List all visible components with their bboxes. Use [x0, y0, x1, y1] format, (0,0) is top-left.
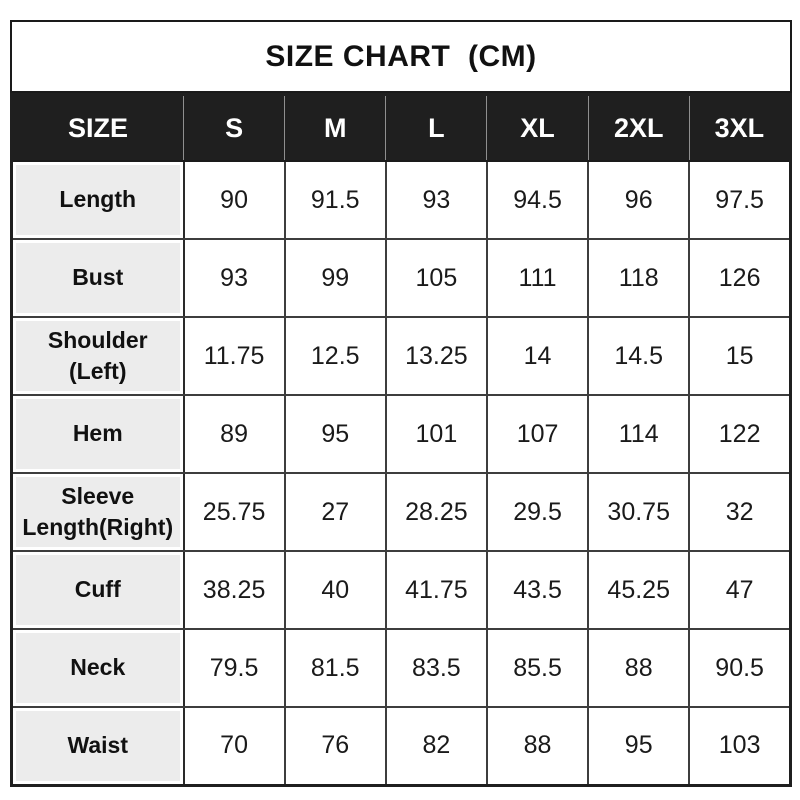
table-row: Bust 93 99 105 111 118 126	[10, 238, 792, 318]
header-cell: S	[182, 94, 285, 162]
value-cell: 90	[182, 160, 286, 240]
value-cell: 103	[688, 706, 792, 786]
value-cell: 107	[485, 394, 590, 474]
value-cell: 27	[283, 472, 387, 552]
value-cell: 122	[688, 394, 792, 474]
row-label: Sleeve Length(Right)	[10, 472, 185, 552]
size-chart: SIZE CHART (CM) SIZE S M L XL 2XL 3XL Length 90…	[10, 20, 792, 787]
value-cell: 11.75	[182, 316, 286, 396]
value-cell: 38.25	[182, 550, 286, 630]
value-cell: 76	[283, 706, 387, 786]
value-cell: 118	[587, 238, 691, 318]
value-cell: 94.5	[485, 160, 590, 240]
value-cell: 83.5	[384, 628, 488, 708]
row-label: Shoulder (Left)	[10, 316, 185, 396]
value-cell: 85.5	[485, 628, 590, 708]
value-cell: 91.5	[283, 160, 387, 240]
table-row: Hem 89 95 101 107 114 122	[10, 394, 792, 474]
table-row: Length 90 91.5 93 94.5 96 97.5	[10, 160, 792, 240]
table-row: Sleeve Length(Right) 25.75 27 28.25 29.5 30.7…	[10, 472, 792, 552]
value-cell: 29.5	[485, 472, 590, 552]
value-cell: 88	[485, 706, 590, 786]
value-cell: 15	[688, 316, 792, 396]
header-cell: M	[284, 94, 386, 162]
value-cell: 95	[587, 706, 691, 786]
value-cell: 99	[283, 238, 387, 318]
row-label: Waist	[10, 706, 185, 786]
row-label: Hem	[10, 394, 185, 474]
row-label: Bust	[10, 238, 185, 318]
value-cell: 95	[283, 394, 387, 474]
header-cell: 3XL	[688, 94, 791, 162]
value-cell: 114	[587, 394, 691, 474]
value-cell: 79.5	[182, 628, 286, 708]
chart-title: SIZE CHART (CM)	[10, 20, 792, 93]
value-cell: 88	[587, 628, 691, 708]
row-label: Length	[10, 160, 185, 240]
value-cell: 96	[587, 160, 691, 240]
value-cell: 30.75	[587, 472, 691, 552]
value-cell: 43.5	[485, 550, 590, 630]
value-cell: 90.5	[688, 628, 792, 708]
table-row: Shoulder (Left) 11.75 12.5 13.25 14 14.5 15	[10, 316, 792, 396]
value-cell: 126	[688, 238, 792, 318]
header-row: SIZE S M L XL 2XL 3XL	[11, 94, 791, 162]
value-cell: 41.75	[384, 550, 488, 630]
size-table: SIZE S M L XL 2XL 3XL Length 90 91.5 93 94.5 96 97.5…	[10, 93, 792, 787]
row-label: Neck	[10, 628, 185, 708]
value-cell: 89	[182, 394, 286, 474]
value-cell: 105	[384, 238, 488, 318]
table-row: Neck 79.5 81.5 83.5 85.5 88 90.5	[10, 628, 792, 708]
value-cell: 81.5	[283, 628, 387, 708]
value-cell: 12.5	[283, 316, 387, 396]
value-cell: 25.75	[182, 472, 286, 552]
value-cell: 28.25	[384, 472, 488, 552]
value-cell: 47	[688, 550, 792, 630]
value-cell: 13.25	[384, 316, 488, 396]
value-cell: 101	[384, 394, 488, 474]
value-cell: 93	[182, 238, 286, 318]
value-cell: 70	[182, 706, 286, 786]
value-cell: 111	[485, 238, 590, 318]
table-row: Cuff 38.25 40 41.75 43.5 45.25 47	[10, 550, 792, 630]
value-cell: 93	[384, 160, 488, 240]
header-cell-size: SIZE	[11, 94, 184, 162]
value-cell: 32	[688, 472, 792, 552]
value-cell: 45.25	[587, 550, 691, 630]
table-row: Waist 70 76 82 88 95 103	[10, 706, 792, 786]
value-cell: 97.5	[688, 160, 792, 240]
value-cell: 14.5	[587, 316, 691, 396]
header-cell: XL	[486, 94, 589, 162]
header-cell: L	[385, 94, 487, 162]
size-table-body: Length 90 91.5 93 94.5 96 97.5 Bust 93 99 105 111 11…	[10, 160, 792, 786]
value-cell: 14	[485, 316, 590, 396]
value-cell: 40	[283, 550, 387, 630]
row-label: Cuff	[10, 550, 185, 630]
value-cell: 82	[384, 706, 488, 786]
header-cell: 2XL	[587, 94, 690, 162]
